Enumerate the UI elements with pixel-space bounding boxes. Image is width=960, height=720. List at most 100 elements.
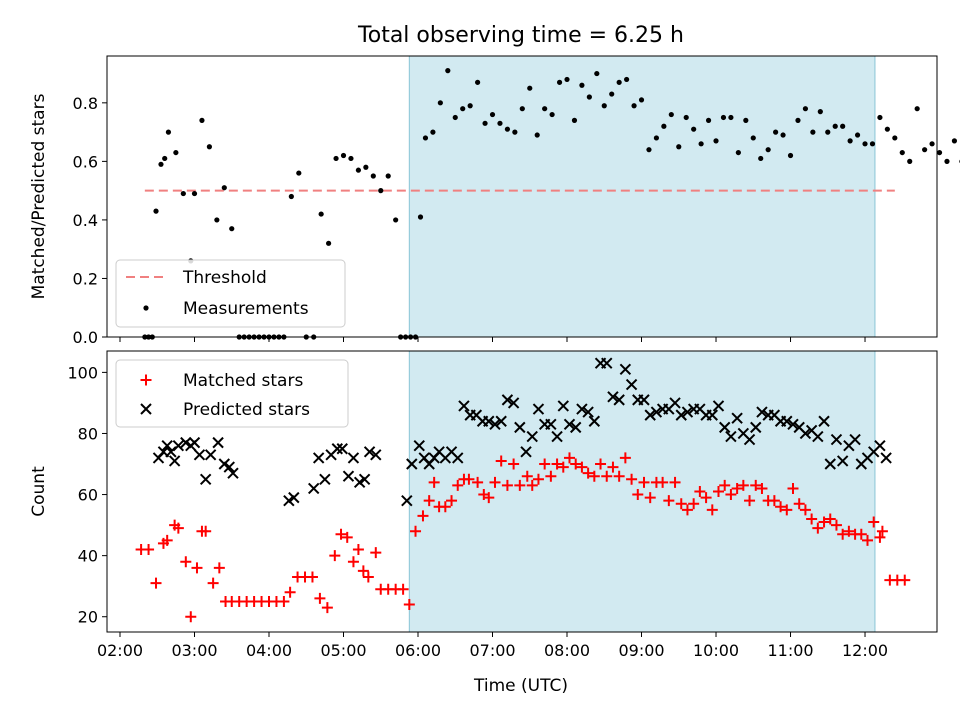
matched-star-point [700, 492, 712, 504]
measurement-point [173, 149, 179, 156]
matched-star-point [681, 504, 693, 516]
measurement-point [728, 114, 734, 121]
matched-star-point [669, 476, 681, 488]
matched-star-point [582, 467, 594, 479]
matched-star-point [657, 476, 669, 488]
matched-star-point [472, 476, 484, 488]
y-tick-label: 40 [78, 547, 98, 566]
predicted-star-point [501, 394, 514, 406]
predicted-star-point [874, 439, 886, 452]
y-tick-label: 0.2 [73, 269, 98, 288]
matched-star-point [626, 473, 638, 485]
measurement-point [534, 132, 540, 138]
matched-star-point [812, 522, 824, 534]
matched-star-point [463, 473, 475, 485]
measurement-point [735, 149, 741, 156]
matched-star-point [329, 550, 341, 562]
matched-star-point [876, 525, 888, 537]
observing-window-span [408, 350, 876, 633]
predicted-star-point [557, 400, 569, 412]
measurement-point [430, 129, 436, 135]
predicted-star-point [204, 449, 217, 461]
measurement-point [773, 129, 779, 135]
predicted-star-point [669, 397, 681, 409]
predicted-star-point [370, 449, 382, 461]
measurement-point [810, 129, 816, 135]
predicted-star-point [812, 430, 824, 443]
matched-star-point [768, 495, 780, 507]
y-tick-label: 0.0 [73, 328, 98, 347]
matched-star-point [551, 458, 563, 470]
measurement-point [214, 217, 220, 223]
legend-box [115, 259, 346, 328]
measurement-point [713, 138, 719, 144]
measurement-point [862, 141, 868, 147]
predicted-star-point [551, 430, 563, 443]
matched-star-point [191, 562, 203, 574]
matched-star-point [775, 501, 787, 513]
measurement-point [206, 144, 213, 150]
matched-star-point [172, 522, 184, 534]
measurement-point [936, 149, 943, 156]
y-tick-label: 60 [78, 486, 98, 505]
matched-star-point [712, 486, 724, 497]
predicted-star-point [719, 421, 731, 434]
predicted-star-point [681, 406, 694, 418]
matched-star-point [874, 531, 886, 543]
matched-star-point [899, 574, 911, 586]
legend: Threshold Measurements [115, 259, 346, 328]
measurement-point [504, 126, 511, 132]
measurement-point [158, 161, 164, 167]
predicted-star-point [406, 458, 418, 470]
predicted-star-point [458, 400, 470, 412]
matched-star-point [362, 571, 374, 583]
predicted-star-point [172, 439, 185, 452]
matched-star-point [483, 492, 495, 504]
predicted-stars-series [152, 357, 892, 507]
predicted-star-point [532, 403, 545, 415]
matched-star-point [410, 525, 422, 537]
predicted-star-point [818, 415, 830, 427]
predicted-star-point [401, 494, 413, 507]
measurement-point [765, 147, 771, 153]
matched-star-point [843, 525, 855, 537]
predicted-star-point [452, 452, 464, 464]
matched-star-point [532, 473, 544, 485]
measurement-point [854, 132, 861, 138]
matched-star-point [837, 528, 849, 540]
predicted-star-point [743, 433, 756, 446]
x-tick-label: 10:00 [693, 641, 739, 660]
matched-star-point [557, 461, 569, 473]
predicted-star-point [799, 427, 812, 440]
predicted-star-point [363, 446, 376, 458]
matched-star-point [514, 479, 526, 491]
predicted-star-point [199, 473, 212, 485]
matched-star-point [545, 470, 557, 482]
measurement-point [549, 111, 555, 118]
measurement-point [929, 141, 935, 147]
predicted-star-point [288, 491, 300, 504]
predicted-star-point [706, 409, 718, 421]
measurement-point [445, 68, 451, 74]
matched-star-point [601, 470, 613, 482]
predicted-star-point [830, 433, 843, 446]
matched-star-point [439, 501, 451, 513]
measurement-point [162, 155, 168, 162]
matched-star-point [619, 452, 631, 464]
matched-star-point [489, 476, 501, 488]
legend-matched-label: Matched stars [183, 371, 303, 391]
matched-star-point [495, 455, 507, 467]
matched-star-point [150, 577, 162, 589]
matched-star-point [595, 458, 607, 470]
plot-frame [106, 350, 938, 633]
measurement-point [467, 103, 473, 109]
matched-star-point [737, 479, 749, 491]
matched-star-point [632, 489, 644, 501]
predicted-star-point [880, 452, 892, 464]
measurement-point [221, 185, 227, 191]
measurement-point [609, 91, 615, 97]
y-axis-label: Count [29, 466, 49, 517]
predicted-star-point [650, 406, 663, 418]
y-tick-label: 20 [78, 608, 98, 627]
